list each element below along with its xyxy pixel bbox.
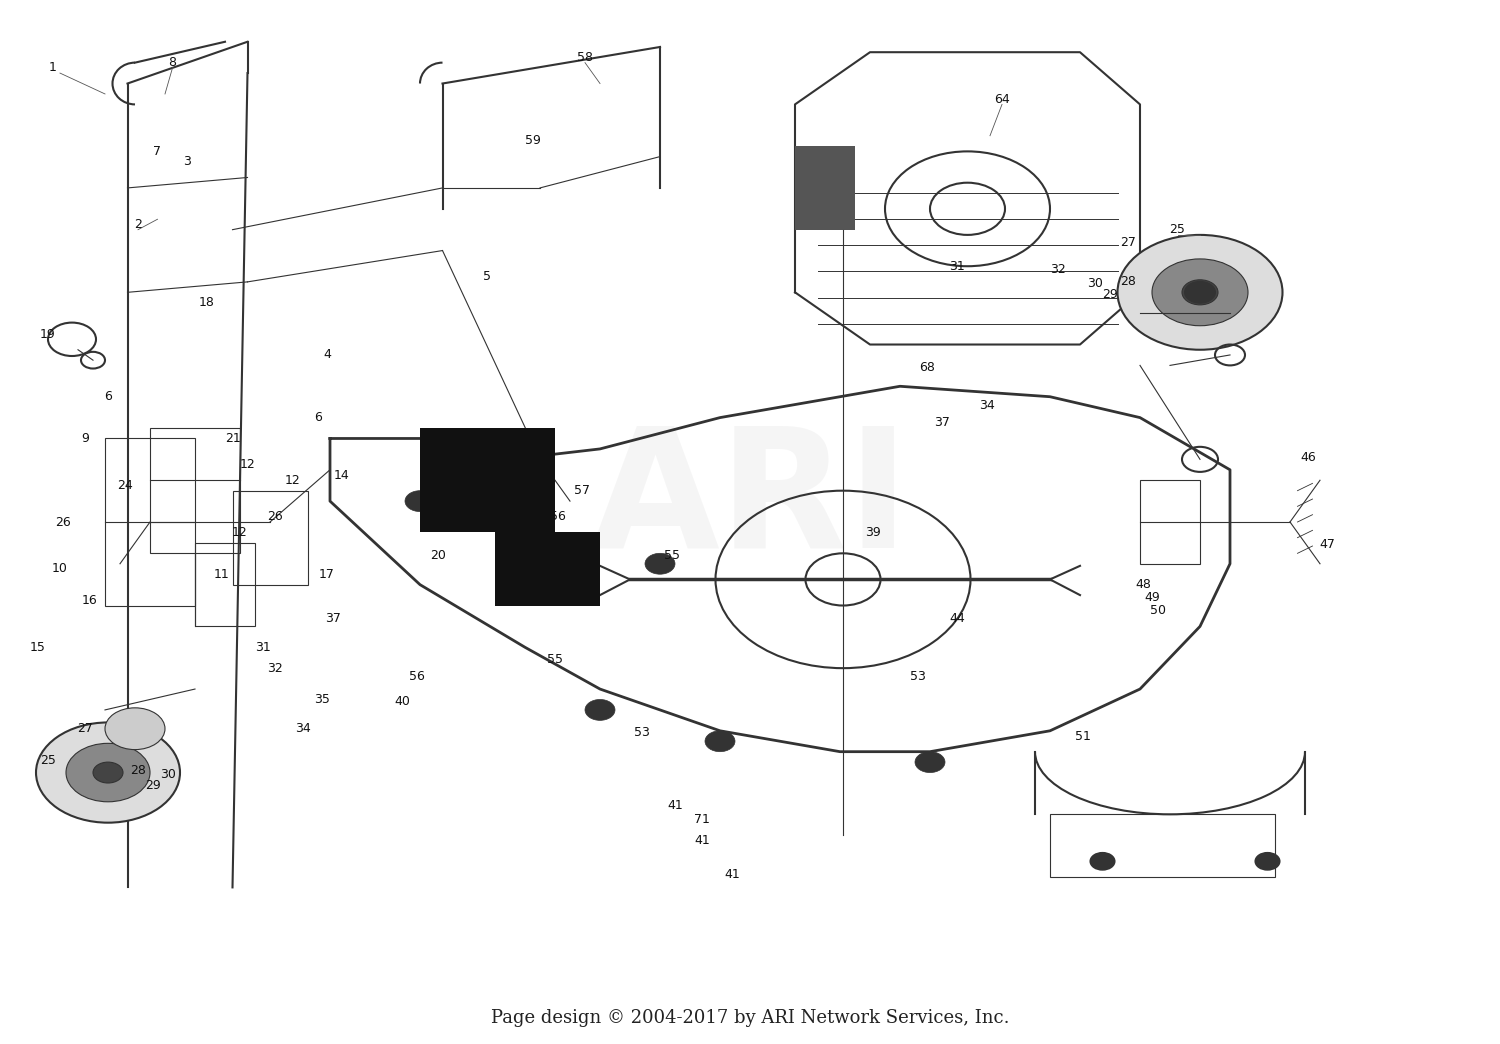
Text: 10: 10 xyxy=(53,563,68,575)
Text: 55: 55 xyxy=(664,549,680,562)
Text: 12: 12 xyxy=(232,526,248,539)
Bar xyxy=(195,543,255,626)
Text: 16: 16 xyxy=(82,594,98,607)
Text: Page design © 2004-2017 by ARI Network Services, Inc.: Page design © 2004-2017 by ARI Network S… xyxy=(490,1009,1010,1027)
Text: 25: 25 xyxy=(40,754,56,766)
Circle shape xyxy=(405,491,435,512)
Text: 31: 31 xyxy=(255,641,270,654)
Text: 32: 32 xyxy=(1050,263,1065,276)
Text: 68: 68 xyxy=(920,361,934,374)
Text: 52: 52 xyxy=(578,545,592,557)
Circle shape xyxy=(1090,853,1114,870)
Text: 64: 64 xyxy=(994,93,1010,105)
Text: 29: 29 xyxy=(1102,288,1118,301)
Text: 41: 41 xyxy=(694,834,709,847)
Bar xyxy=(150,428,240,553)
Text: 15: 15 xyxy=(30,641,45,654)
Circle shape xyxy=(1256,853,1280,870)
Bar xyxy=(232,491,308,585)
Text: 55: 55 xyxy=(548,654,562,666)
Text: 28: 28 xyxy=(1120,276,1136,288)
Text: 32: 32 xyxy=(267,662,282,674)
Text: 48: 48 xyxy=(1136,578,1150,591)
Circle shape xyxy=(93,762,123,783)
Text: 29: 29 xyxy=(146,779,160,791)
Text: 53: 53 xyxy=(910,670,926,683)
Text: 12: 12 xyxy=(240,458,255,471)
Text: 30: 30 xyxy=(160,768,176,781)
Text: 50: 50 xyxy=(1150,604,1166,617)
Circle shape xyxy=(1185,282,1215,303)
Text: 25: 25 xyxy=(1170,223,1185,236)
Text: 34: 34 xyxy=(296,722,310,735)
Circle shape xyxy=(66,743,150,802)
Text: 19: 19 xyxy=(40,328,56,340)
Text: 53: 53 xyxy=(634,727,650,739)
Text: 12: 12 xyxy=(285,474,300,487)
Text: 7: 7 xyxy=(153,145,162,158)
Text: 24: 24 xyxy=(117,479,132,492)
Text: 31: 31 xyxy=(950,260,964,272)
Text: 14: 14 xyxy=(334,469,350,481)
Text: 56: 56 xyxy=(550,511,566,523)
Text: 2: 2 xyxy=(134,218,142,231)
Bar xyxy=(495,532,600,606)
Circle shape xyxy=(36,722,180,823)
Text: 4: 4 xyxy=(322,349,332,361)
Text: 44: 44 xyxy=(950,612,964,624)
Text: 26: 26 xyxy=(267,511,282,523)
Text: 40: 40 xyxy=(394,695,410,708)
Text: 30: 30 xyxy=(1088,278,1102,290)
Bar xyxy=(795,146,855,230)
Text: 39: 39 xyxy=(865,526,880,539)
Text: 34: 34 xyxy=(980,399,994,411)
Circle shape xyxy=(1182,280,1218,305)
Text: 21: 21 xyxy=(225,432,240,445)
Text: 51: 51 xyxy=(1076,730,1090,742)
Circle shape xyxy=(585,699,615,720)
Bar xyxy=(105,438,195,606)
Text: 9: 9 xyxy=(81,432,90,445)
Text: 26: 26 xyxy=(56,516,70,528)
Text: ARI: ARI xyxy=(591,420,909,583)
Text: 8: 8 xyxy=(168,56,177,69)
Text: 6: 6 xyxy=(104,390,112,403)
Text: 17: 17 xyxy=(320,568,334,580)
Circle shape xyxy=(105,708,165,750)
Text: 3: 3 xyxy=(183,156,192,168)
Text: 57: 57 xyxy=(574,484,590,497)
Text: 18: 18 xyxy=(200,296,214,309)
Circle shape xyxy=(1118,235,1282,350)
Text: 37: 37 xyxy=(326,612,340,624)
Text: 28: 28 xyxy=(130,764,146,777)
Text: 41: 41 xyxy=(668,800,682,812)
Text: 20: 20 xyxy=(430,549,445,562)
Circle shape xyxy=(1152,259,1248,326)
Text: 58: 58 xyxy=(578,51,592,64)
Circle shape xyxy=(915,752,945,773)
Text: 69: 69 xyxy=(440,484,454,497)
Bar xyxy=(1140,480,1200,564)
Text: 49: 49 xyxy=(1144,591,1160,603)
Text: 37: 37 xyxy=(934,417,950,429)
Text: 6: 6 xyxy=(314,411,322,424)
Text: 47: 47 xyxy=(1320,539,1335,551)
Text: 27: 27 xyxy=(78,722,93,735)
Text: 71: 71 xyxy=(694,813,709,826)
Text: 1: 1 xyxy=(48,62,57,74)
Circle shape xyxy=(705,731,735,752)
Text: 35: 35 xyxy=(315,693,330,706)
Text: 41: 41 xyxy=(724,869,740,881)
Text: 56: 56 xyxy=(410,670,424,683)
Circle shape xyxy=(645,553,675,574)
Text: 59: 59 xyxy=(525,135,540,147)
Text: 46: 46 xyxy=(1300,451,1316,464)
Bar xyxy=(420,428,555,532)
Text: 5: 5 xyxy=(483,270,492,283)
Text: 27: 27 xyxy=(1120,236,1136,248)
Bar xyxy=(1050,814,1275,877)
Text: 11: 11 xyxy=(214,568,230,580)
